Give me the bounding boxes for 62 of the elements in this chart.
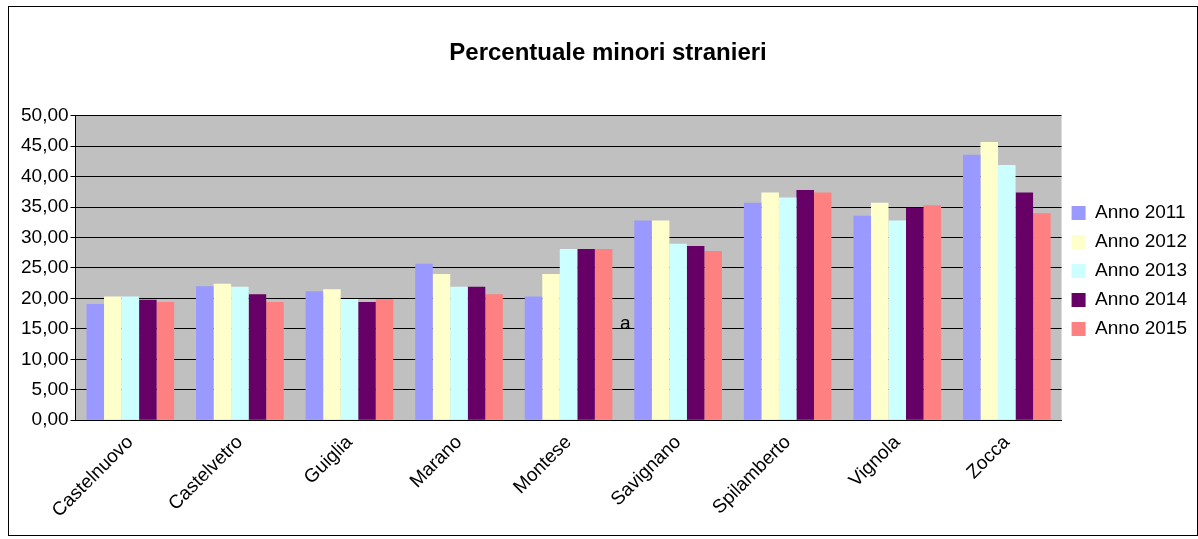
- bar: [651, 220, 670, 420]
- bar: [415, 263, 433, 420]
- bar: [323, 289, 341, 420]
- y-tick-label: 35,00: [21, 195, 69, 217]
- legend-label: Anno 2014: [1095, 288, 1188, 310]
- bar: [923, 205, 942, 420]
- bar: [139, 299, 157, 420]
- legend-label: Anno 2013: [1095, 259, 1187, 281]
- bar: [213, 283, 232, 420]
- y-tick-label: 10,00: [21, 347, 69, 369]
- bar: [121, 296, 140, 420]
- legend-label: Anno 2012: [1095, 230, 1187, 252]
- y-tick-label: 0,00: [31, 408, 69, 430]
- y-tick-label: 50,00: [21, 104, 69, 126]
- bar: [450, 286, 468, 420]
- bar: [669, 243, 687, 420]
- bar: [196, 286, 214, 420]
- bar: [906, 207, 924, 420]
- bar: [524, 296, 543, 420]
- bar: [1015, 192, 1034, 420]
- bar: [340, 299, 359, 420]
- y-tick-label: 40,00: [21, 164, 69, 186]
- bar: [980, 141, 999, 420]
- chart-title: Percentuale minori stranieri: [449, 38, 767, 66]
- bar: [358, 302, 376, 420]
- bar: [813, 192, 832, 420]
- bar: [704, 250, 722, 420]
- y-tick-label: 5,00: [31, 377, 69, 399]
- bar: [962, 154, 981, 420]
- bar: [432, 274, 451, 420]
- bar: [888, 220, 907, 420]
- y-tick-label: 25,00: [21, 256, 69, 278]
- bar: [577, 249, 595, 420]
- bar: [375, 299, 394, 420]
- bar: [594, 249, 613, 420]
- bar: [305, 291, 324, 420]
- bar: [104, 296, 122, 420]
- bar: [266, 302, 284, 420]
- bar: [542, 274, 560, 420]
- y-tick-label: 45,00: [21, 134, 69, 156]
- bar: [778, 197, 797, 420]
- bar: [853, 215, 871, 420]
- bar: [1033, 213, 1051, 420]
- bar: [485, 294, 503, 420]
- bar: [231, 286, 249, 420]
- bar: [998, 165, 1016, 420]
- bar: [634, 220, 652, 420]
- bar: [686, 246, 705, 420]
- y-tick-label: 15,00: [21, 317, 69, 339]
- bar: [870, 202, 889, 420]
- y-tick-label: 20,00: [21, 286, 69, 308]
- bar: [86, 303, 105, 420]
- bar: [743, 202, 762, 420]
- bar: [467, 286, 486, 420]
- legend-label: Anno 2015: [1095, 317, 1187, 339]
- bar: [761, 192, 779, 420]
- legend-label: Anno 2011: [1095, 201, 1186, 223]
- bar: [796, 190, 814, 420]
- bar: [156, 302, 175, 420]
- bar: [248, 294, 267, 420]
- y-tick-label: 30,00: [21, 225, 69, 247]
- bar: [559, 249, 578, 420]
